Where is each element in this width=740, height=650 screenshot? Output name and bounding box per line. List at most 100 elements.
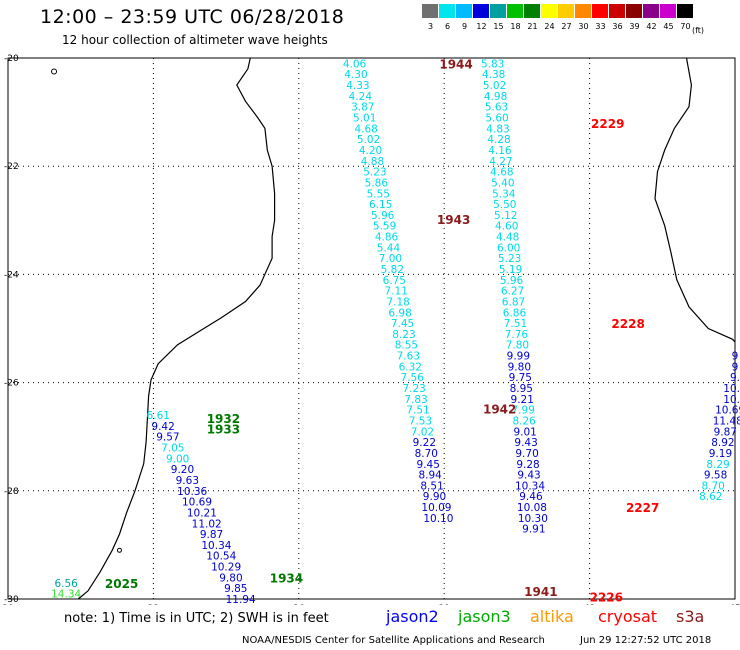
wave-height-value: 10.09: [421, 502, 451, 514]
wave-height-value: 5.01: [353, 113, 376, 125]
scale-swatch: [456, 4, 473, 18]
lat-tick-label: -24: [4, 270, 19, 280]
wave-height-value: 4.68: [490, 167, 513, 179]
wave-height-map[interactable]: -20-22-24-26-28-303033363942454.064.304.…: [0, 0, 740, 605]
wave-height-value: 10.08: [517, 502, 547, 514]
wave-height-value: 7.05: [161, 443, 184, 455]
scale-cell: 30: [575, 4, 592, 35]
wave-height-value: 9.85: [224, 583, 247, 595]
scale-label: 27: [561, 22, 572, 31]
wave-height-value: 5.12: [494, 210, 517, 222]
coastal-lake: [116, 547, 122, 553]
wave-height-value: 7.18: [386, 296, 409, 308]
scale-swatch: [575, 4, 592, 18]
wave-height-value: 5.63: [485, 102, 508, 114]
scale-swatch: [609, 4, 626, 18]
wave-height-value: 6.15: [369, 199, 392, 211]
pass-label: 1943: [437, 213, 470, 227]
wave-height-value: 4.27: [489, 156, 512, 168]
wave-height-value: 4.88: [361, 156, 384, 168]
wave-height-value: 7.11: [385, 286, 408, 298]
scale-label: 30: [578, 22, 589, 31]
wave-height-value: 4.86: [375, 232, 399, 244]
wave-height-value: 7.99: [512, 405, 535, 417]
pass-label: 1934: [270, 571, 303, 585]
lon-tick-label: 36: [293, 604, 305, 605]
wave-height-value: 8.95: [510, 383, 533, 395]
wave-height-value: 10.69: [182, 497, 212, 509]
wave-height-value: 8.55: [395, 340, 418, 352]
lon-tick-label: 39: [438, 604, 450, 605]
pass-label: 2227: [626, 501, 659, 515]
scale-swatch: [473, 4, 490, 18]
wave-height-value: 10.69: [715, 405, 740, 417]
wave-height-value: 5.96: [500, 275, 524, 287]
scale-label: 42: [646, 22, 657, 31]
wave-height-value: 8.62: [699, 491, 722, 503]
sat-label-jason2: jason2: [386, 607, 439, 626]
wave-height-value: 9.43: [517, 470, 540, 482]
wave-height-value: 9.43: [514, 437, 537, 449]
wave-height-value: 7.80: [506, 340, 529, 352]
wave-height-value: 10.34: [515, 480, 545, 492]
scale-cell: 15: [490, 4, 507, 35]
scale-label: 24: [544, 22, 555, 31]
wave-height-value: 10.3: [723, 383, 740, 395]
wave-height-value: 4.30: [344, 69, 367, 81]
scale-cell: 27: [558, 4, 575, 35]
scale-label: 3: [427, 22, 434, 31]
wave-height-value: 5.02: [483, 80, 506, 92]
wave-height-value: 6.56: [54, 578, 78, 590]
page-title: 12:00 – 23:59 UTC 06/28/2018: [40, 6, 345, 28]
wave-height-value: 6.61: [147, 410, 170, 422]
sat-label-cryosat: cryosat: [598, 607, 658, 626]
wave-height-value: 9.90: [423, 491, 446, 503]
scale-cell: 18: [507, 4, 524, 35]
scale-unit: (ft): [692, 26, 705, 35]
wave-height-value: 8.70: [701, 480, 724, 492]
wave-height-value: 4.83: [486, 123, 509, 135]
wave-height-value: 5.55: [367, 188, 390, 200]
wave-height-value: 9.22: [413, 437, 436, 449]
scale-swatch: [422, 4, 439, 18]
wave-height-value: 4.68: [354, 123, 377, 135]
wave-height-value: 7.56: [401, 372, 425, 384]
scale-swatch: [592, 4, 609, 18]
wave-height-value: 9.70: [515, 448, 538, 460]
lon-tick-label: 33: [148, 604, 159, 605]
scale-swatch: [507, 4, 524, 18]
lat-tick-label: -22: [4, 162, 19, 172]
wave-height-value: 9.80: [219, 572, 242, 584]
wave-height-value: 6.27: [501, 286, 524, 298]
lat-tick-label: -28: [4, 487, 19, 497]
scale-swatch: [490, 4, 507, 18]
wave-height-value: 8.70: [415, 448, 438, 460]
wave-height-value: 10.4: [723, 394, 740, 406]
wave-height-value: 9.63: [176, 475, 199, 487]
wave-height-value: 8.92: [711, 437, 734, 449]
lat-tick-label: -30: [4, 595, 19, 605]
wave-height-value: 8.23: [392, 329, 415, 341]
pass-label: 1944: [439, 57, 472, 71]
wave-height-value: 9.87: [714, 426, 737, 438]
wave-height-value: 7.51: [406, 405, 429, 417]
pass-label: 1941: [524, 585, 557, 599]
wave-height-value: 4.28: [487, 134, 510, 146]
wave-height-value: 9.87: [200, 529, 223, 541]
wave-height-value: 9.28: [516, 459, 539, 471]
scale-swatch: [541, 4, 558, 18]
scale-label: 45: [663, 22, 674, 31]
wave-height-value: 9.91: [522, 524, 545, 536]
wave-height-value: 4.33: [346, 80, 369, 92]
wave-height-value: 5.50: [493, 199, 516, 211]
wave-height-value: 9.58: [704, 470, 727, 482]
wave-height-value: 3.87: [351, 102, 374, 114]
scale-label: 12: [476, 22, 487, 31]
wave-height-value: 4.38: [482, 69, 505, 81]
scale-label: 18: [510, 22, 521, 31]
wave-height-value: 5.40: [491, 177, 514, 189]
wave-height-value: 10.34: [201, 540, 231, 552]
wave-height-value: 7.83: [404, 394, 427, 406]
wave-height-value: 9.80: [508, 361, 531, 373]
wave-height-value: 7.45: [391, 318, 414, 330]
